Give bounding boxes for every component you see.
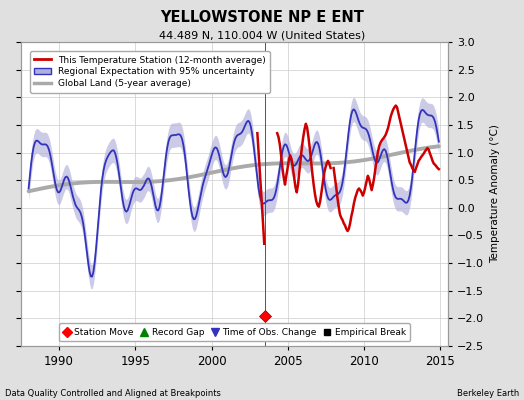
Y-axis label: Temperature Anomaly (°C): Temperature Anomaly (°C) <box>490 124 500 264</box>
Text: Berkeley Earth: Berkeley Earth <box>456 389 519 398</box>
Text: Data Quality Controlled and Aligned at Breakpoints: Data Quality Controlled and Aligned at B… <box>5 389 221 398</box>
Text: YELLOWSTONE NP E ENT: YELLOWSTONE NP E ENT <box>160 10 364 25</box>
Legend: Station Move, Record Gap, Time of Obs. Change, Empirical Break: Station Move, Record Gap, Time of Obs. C… <box>59 324 410 342</box>
Text: 44.489 N, 110.004 W (United States): 44.489 N, 110.004 W (United States) <box>159 30 365 40</box>
